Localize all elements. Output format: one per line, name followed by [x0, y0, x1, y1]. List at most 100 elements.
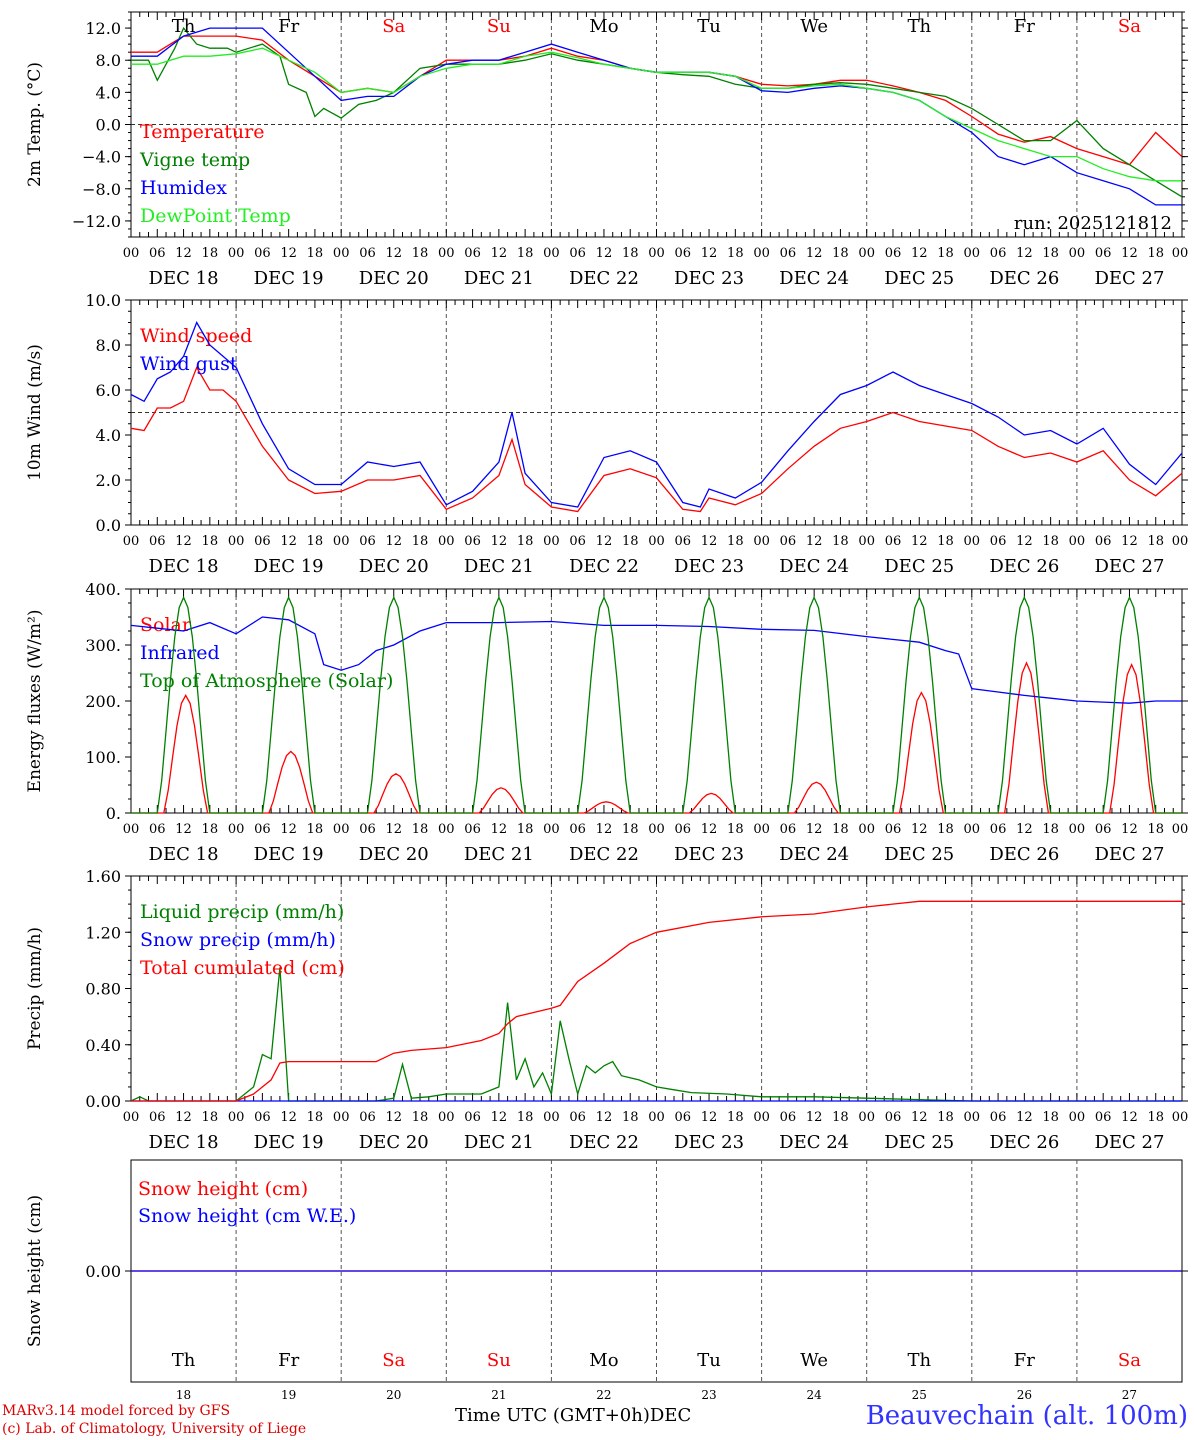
weekday-label: Sa [1118, 1350, 1141, 1371]
weekday-label: Sa [1118, 16, 1141, 37]
precip-hour-tick-label: 18 [937, 1110, 954, 1125]
wind-hour-tick-label: 06 [780, 534, 797, 549]
precip-y-tick-label: 0.00 [85, 1092, 121, 1111]
precip-hour-tick-label: 06 [1095, 1110, 1112, 1125]
wind-hour-tick-label: 06 [675, 534, 692, 549]
temp-hour-tick-label: 12 [175, 246, 192, 261]
temp-hour-tick-label: 06 [149, 246, 166, 261]
energy-date-label: DEC 19 [254, 844, 324, 865]
energy-hour-tick-label: 00 [1172, 822, 1189, 837]
temp-hour-tick-label: 00 [1172, 246, 1189, 261]
wind-hour-tick-label: 18 [1042, 534, 1059, 549]
weekday-label: Tu [697, 1350, 721, 1371]
temp-date-label: DEC 23 [674, 268, 744, 289]
snow-legend-entry: Snow height (cm) [138, 1178, 308, 1200]
temp-run-annotation: run: 2025121812 [1014, 213, 1172, 234]
precip-series-total-cumulated-cm [131, 900, 1182, 1102]
snow-legend-entry: Snow height (cm W.E.) [138, 1205, 356, 1227]
wind-y-axis-label: 10m Wind (m/s) [25, 344, 45, 481]
temp-hour-tick-label: 18 [1042, 246, 1059, 261]
precip-date-label: DEC 18 [149, 1132, 219, 1153]
wind-hour-tick-label: 06 [1095, 534, 1112, 549]
wind-y-tick-label: 4.0 [96, 426, 121, 445]
energy-hour-tick-label: 12 [1016, 822, 1033, 837]
precip-hour-tick-label: 06 [149, 1110, 166, 1125]
precip-date-label: DEC 20 [359, 1132, 429, 1153]
energy-hour-tick-label: 12 [280, 822, 297, 837]
wind-hour-tick-label: 06 [569, 534, 586, 549]
temp-date-label: DEC 24 [779, 268, 849, 289]
temp-hour-tick-label: 06 [359, 246, 376, 261]
precip-date-label: DEC 21 [464, 1132, 534, 1153]
weekday-label: Th [172, 1350, 196, 1371]
precip-hour-tick-label: 06 [254, 1110, 271, 1125]
wind-hour-tick-label: 06 [359, 534, 376, 549]
energy-hour-tick-label: 06 [254, 822, 271, 837]
day-number-label: 23 [701, 1388, 716, 1400]
precip-hour-tick-label: 06 [780, 1110, 797, 1125]
precip-legend-entry: Total cumulated (cm) [140, 957, 345, 979]
precip-hour-tick-label: 06 [359, 1110, 376, 1125]
temp-hour-tick-label: 18 [202, 246, 219, 261]
energy-hour-tick-label: 18 [1042, 822, 1059, 837]
month-label: DEC [649, 1405, 692, 1426]
precip-hour-tick-label: 12 [701, 1110, 718, 1125]
station-name: Beauvechain (alt. 100m) [865, 1401, 1188, 1431]
wind-date-label: DEC 20 [359, 556, 429, 577]
wind-date-label: DEC 19 [254, 556, 324, 577]
wind-series-wind-gust [130, 321, 1183, 508]
wind-hour-tick-label: 00 [1172, 534, 1189, 549]
temp-hour-tick-label: 00 [964, 246, 981, 261]
precip-date-label: DEC 19 [254, 1132, 324, 1153]
wind-hour-tick-label: 00 [648, 534, 665, 549]
energy-hour-tick-label: 12 [596, 822, 613, 837]
wind-hour-tick-label: 00 [123, 534, 140, 549]
temp-y-tick-label: 4.0 [96, 83, 121, 102]
energy-hour-tick-label: 18 [1147, 822, 1164, 837]
energy-hour-tick-label: 18 [937, 822, 954, 837]
temp-y-tick-label: 12.0 [85, 19, 121, 38]
wind-date-label: DEC 27 [1094, 556, 1164, 577]
day-number-label: 27 [1122, 1388, 1137, 1400]
weekday-label: Mo [589, 16, 618, 37]
energy-hour-tick-label: 00 [858, 822, 875, 837]
wind-hour-tick-label: 00 [543, 534, 560, 549]
precip-hour-tick-label: 00 [858, 1110, 875, 1125]
temp-hour-tick-label: 00 [858, 246, 875, 261]
wind-date-label: DEC 26 [989, 556, 1059, 577]
energy-hour-tick-label: 12 [385, 822, 402, 837]
precip-y-tick-label: 1.20 [85, 923, 121, 942]
temp-y-tick-label: 8.0 [96, 51, 121, 70]
wind-hour-tick-label: 12 [280, 534, 297, 549]
precip-hour-tick-label: 18 [307, 1110, 324, 1125]
wind-hour-tick-label: 00 [333, 534, 350, 549]
wind-hour-tick-label: 06 [149, 534, 166, 549]
weekday-label: Fr [278, 16, 299, 37]
weekday-label: Th [907, 16, 931, 37]
weekday-label: We [800, 16, 828, 37]
energy-date-label: DEC 27 [1094, 844, 1164, 865]
precip-hour-tick-label: 12 [806, 1110, 823, 1125]
temp-hour-tick-label: 06 [675, 246, 692, 261]
energy-y-tick-label: 200. [85, 692, 121, 711]
precip-hour-tick-label: 00 [964, 1110, 981, 1125]
weekday-label: Th [907, 1350, 931, 1371]
wind-y-tick-label: 8.0 [96, 336, 121, 355]
wind-hour-tick-label: 12 [385, 534, 402, 549]
temp-hour-tick-label: 00 [753, 246, 770, 261]
energy-date-label: DEC 24 [779, 844, 849, 865]
temp-y-tick-label: −4.0 [82, 148, 121, 167]
precip-hour-tick-label: 12 [911, 1110, 928, 1125]
temp-hour-tick-label: 00 [648, 246, 665, 261]
temp-date-label: DEC 20 [359, 268, 429, 289]
energy-hour-tick-label: 06 [359, 822, 376, 837]
energy-hour-tick-label: 18 [202, 822, 219, 837]
wind-series-wind-speed [130, 366, 1183, 513]
temp-date-label: DEC 25 [884, 268, 954, 289]
precip-hour-tick-label: 06 [675, 1110, 692, 1125]
snow-y-tick-label: 0.00 [85, 1262, 121, 1281]
precip-hour-tick-label: 00 [543, 1110, 560, 1125]
temp-hour-tick-label: 06 [464, 246, 481, 261]
precip-y-tick-label: 1.60 [85, 867, 121, 886]
precip-hour-tick-label: 18 [832, 1110, 849, 1125]
